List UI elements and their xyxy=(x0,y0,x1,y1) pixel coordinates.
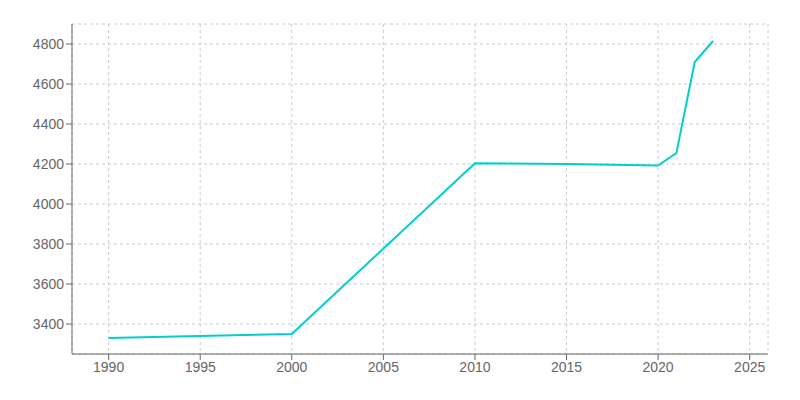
svg-text:3400: 3400 xyxy=(33,316,64,332)
svg-text:4400: 4400 xyxy=(33,116,64,132)
svg-text:2010: 2010 xyxy=(459,359,490,375)
svg-text:4200: 4200 xyxy=(33,156,64,172)
svg-text:2025: 2025 xyxy=(734,359,765,375)
svg-text:2005: 2005 xyxy=(368,359,399,375)
svg-text:1995: 1995 xyxy=(185,359,216,375)
svg-text:2000: 2000 xyxy=(276,359,307,375)
svg-text:3600: 3600 xyxy=(33,276,64,292)
svg-text:4000: 4000 xyxy=(33,196,64,212)
svg-text:4800: 4800 xyxy=(33,36,64,52)
svg-text:2015: 2015 xyxy=(551,359,582,375)
svg-text:2020: 2020 xyxy=(643,359,674,375)
svg-text:3800: 3800 xyxy=(33,236,64,252)
svg-text:1990: 1990 xyxy=(93,359,124,375)
svg-text:4600: 4600 xyxy=(33,76,64,92)
